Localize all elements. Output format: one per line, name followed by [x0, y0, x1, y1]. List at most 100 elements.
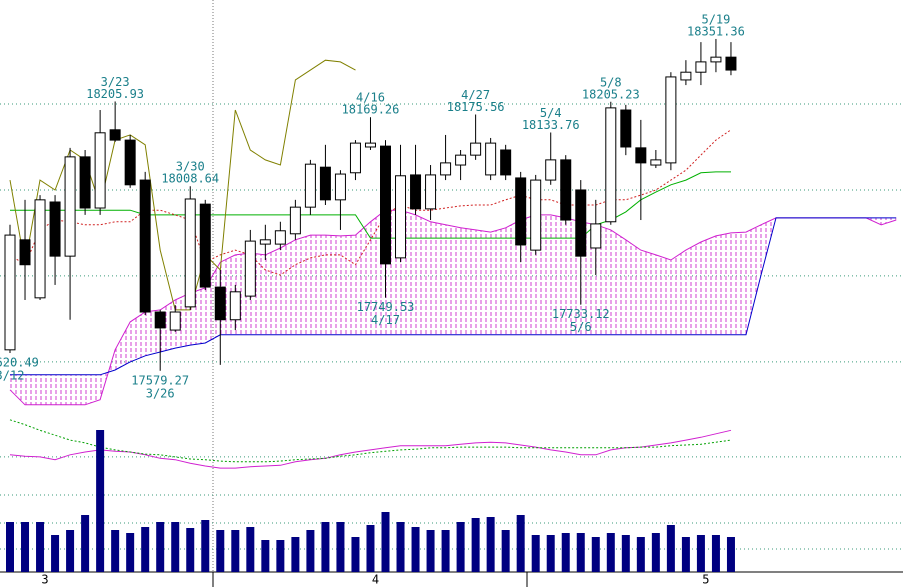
candle-body	[229, 291, 241, 321]
candle-body	[650, 159, 662, 166]
volume-bar	[36, 522, 45, 572]
volume-bar	[366, 525, 375, 572]
candle-body	[485, 142, 497, 176]
annotation-date: 4/16	[356, 91, 385, 105]
candle-body	[665, 76, 677, 164]
candle-body	[530, 179, 542, 251]
volume-bar	[201, 520, 210, 572]
volume-bar	[501, 530, 510, 572]
volume-bar	[381, 512, 390, 572]
cloud-span	[9, 209, 897, 406]
cloud-fill	[10, 210, 897, 405]
candle-body	[349, 142, 361, 174]
candle-body	[575, 189, 587, 257]
annotation-value: 17749.53	[357, 300, 415, 314]
volume-bar	[561, 533, 570, 572]
volume-bar	[711, 535, 720, 572]
volume-bar	[276, 540, 285, 572]
candle-body	[289, 206, 301, 235]
annotation-value: 18133.76	[522, 118, 580, 132]
candle-body	[319, 166, 331, 201]
annotation-date: 5/19	[701, 12, 730, 26]
volume-bar	[111, 530, 120, 572]
volume-bar	[66, 530, 75, 572]
volume-bar	[351, 537, 360, 572]
cloud-span	[10, 217, 897, 376]
volume-bar	[516, 515, 525, 572]
x-tick-label: 3	[41, 573, 48, 587]
volume-bar	[651, 533, 660, 572]
volume-bar	[591, 537, 600, 572]
volume-bar	[6, 522, 14, 572]
annotation-value: 18351.36	[687, 24, 745, 38]
candle-body	[139, 179, 151, 313]
volume-bar	[636, 537, 645, 572]
candle-body	[605, 107, 617, 223]
annotation-date: 3/26	[146, 386, 175, 400]
annotation-value: 18205.93	[86, 87, 144, 101]
candle-body	[515, 177, 527, 246]
candle-body	[620, 109, 632, 148]
volume-bar	[456, 522, 465, 572]
volume-bar	[216, 530, 225, 572]
candle-body	[590, 223, 602, 249]
candle-body	[680, 71, 692, 81]
volume-bar	[291, 537, 300, 572]
volume-bar	[126, 533, 135, 572]
volume-bar	[321, 522, 330, 572]
candle-body	[274, 230, 286, 245]
annotation-date: 4/17	[371, 313, 400, 327]
volume-bar	[426, 530, 435, 572]
volume-bar	[141, 527, 150, 572]
candle-body	[169, 311, 181, 331]
volume-bar	[681, 537, 690, 572]
volume-bar	[486, 517, 495, 572]
volume-bar	[411, 527, 420, 572]
candle-body	[4, 234, 16, 351]
volume-bar	[21, 522, 30, 572]
annotation-date: 5/6	[570, 320, 592, 334]
candle-body	[500, 149, 512, 176]
candle-body	[64, 156, 76, 257]
candle-body	[109, 129, 121, 141]
annotation-value: 18169.26	[342, 103, 400, 117]
volume-bar	[621, 535, 630, 572]
annotation-value: 17620.49	[0, 356, 39, 370]
volume-bar	[606, 533, 615, 572]
volume-bar	[726, 537, 735, 572]
candle-body	[304, 163, 316, 208]
candle-body	[695, 61, 707, 73]
x-tick-label: 5	[702, 573, 709, 587]
annotation-value: 17579.27	[131, 373, 189, 387]
candle-body	[154, 311, 166, 329]
volume-bar	[246, 527, 255, 572]
candle-body	[49, 201, 61, 257]
candle-body	[455, 154, 467, 166]
candle-body	[560, 159, 572, 221]
volume-bar	[336, 522, 345, 572]
volume-bar	[471, 518, 480, 572]
annotation-date: 3/30	[176, 160, 205, 174]
volume-bar	[51, 535, 60, 572]
volume-bar	[666, 525, 675, 572]
volume-bar	[231, 530, 240, 572]
candle-body	[34, 199, 46, 299]
volume-bar	[186, 528, 195, 572]
candle-body	[124, 139, 136, 186]
oscillator-line	[9, 419, 732, 463]
annotation-date: 5/4	[540, 106, 562, 120]
candle-body	[425, 174, 437, 210]
volume-bar	[576, 533, 585, 572]
annotation-value: 18008.64	[161, 172, 219, 186]
candle-body	[545, 159, 557, 181]
annotation-date: 4/27	[461, 88, 490, 102]
annotation-date: 3/12	[0, 369, 24, 383]
volume-bar	[156, 522, 165, 572]
candle-body	[199, 203, 211, 288]
candle-body	[380, 145, 391, 265]
volume-bar	[96, 430, 105, 572]
volume-bar	[171, 522, 180, 572]
volume-bar	[81, 515, 90, 572]
annotation-value: 18205.23	[582, 87, 640, 101]
